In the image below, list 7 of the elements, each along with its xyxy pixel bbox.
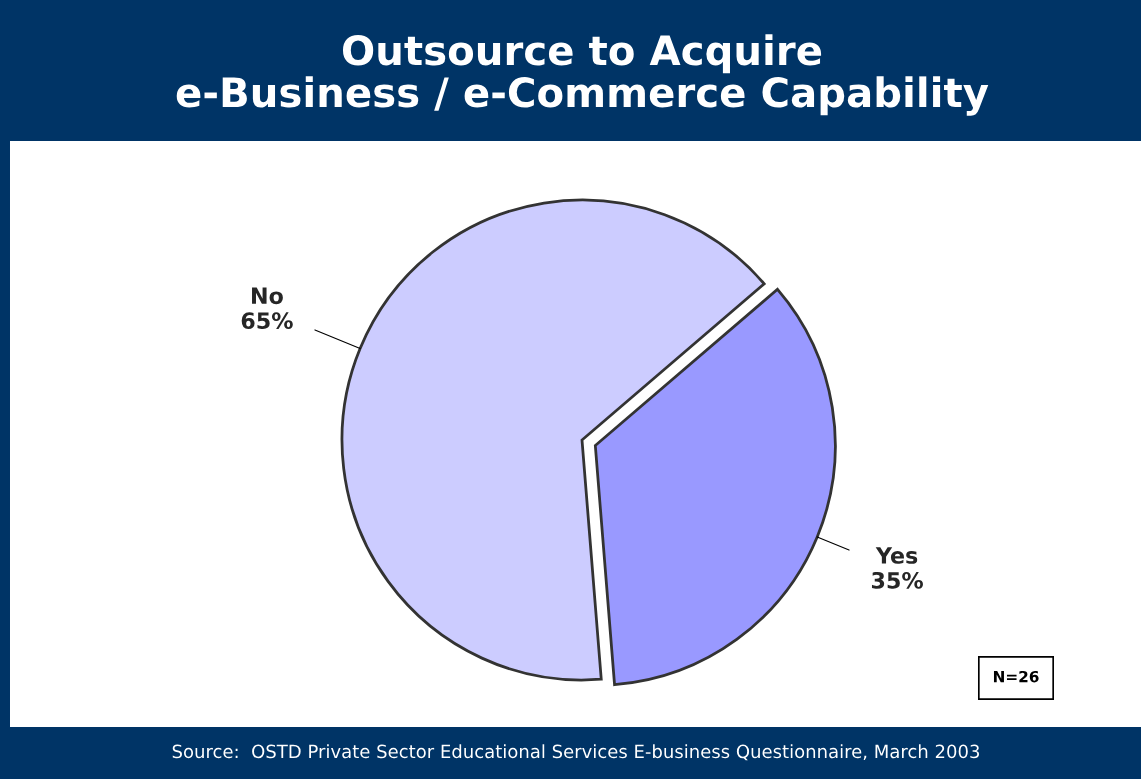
text: N=26 [993,670,1039,683]
source-note: Source: OSTD Private Sector Educational Services E-business Questionnaire, March 2003 [172,744,980,761]
slice-label: No [252,287,283,305]
slice-label: Yes [875,547,918,564]
data-label: 35% [871,571,923,589]
chart-title: Outsource to Acquire e-Business / e-Commerce Capability [176,34,989,116]
data-label: 65% [241,312,293,330]
